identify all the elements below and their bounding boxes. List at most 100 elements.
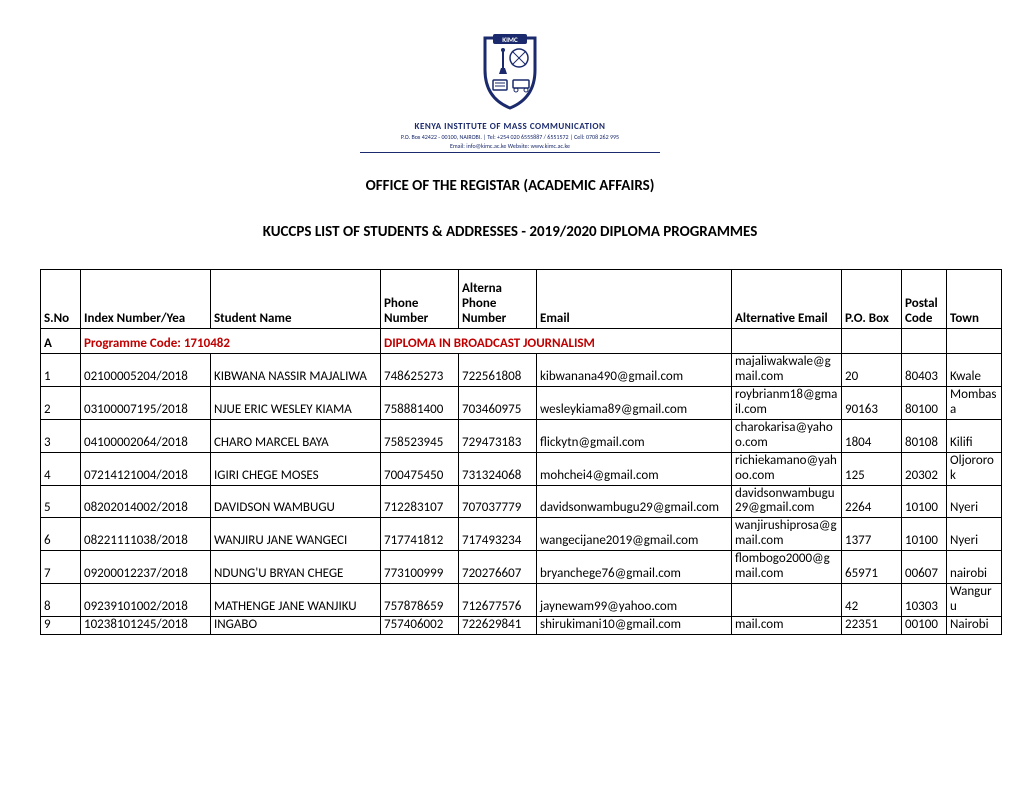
table-row: 102100005204/2018KIBWANA NASSIR MAJALIWA… [41,354,1002,387]
cell-index: 10238101245/2018 [81,617,211,635]
students-table: S.No Index Number/Yea Student Name Phone… [40,269,1002,635]
cell-email: bryanchege76@gmail.com [537,551,732,584]
programme-name: DIPLOMA IN BROADCAST JOURNALISM [381,329,732,354]
cell-pobox: 65971 [842,551,902,584]
cell-postal: 80100 [902,386,947,419]
cell-aemail: roybrianm18@gmail.com [732,386,842,419]
office-heading: OFFICE OF THE REGISTAR (ACADEMIC AFFAIRS… [40,177,980,195]
cell-index: 07214121004/2018 [81,452,211,485]
col-town: Town [947,270,1002,329]
cell-altphone: 717493234 [459,518,537,551]
table-row: 809239101002/2018MATHENGE JANE WANJIKU75… [41,584,1002,617]
cell-name: CHARO MARCEL BAYA [211,419,381,452]
cell-index: 09239101002/2018 [81,584,211,617]
programme-section-row: A Programme Code: 1710482 DIPLOMA IN BRO… [41,329,1002,354]
svg-text:KIMC: KIMC [502,35,518,44]
cell-altphone: 722561808 [459,354,537,387]
cell-index: 03100007195/2018 [81,386,211,419]
cell-altphone: 731324068 [459,452,537,485]
cell-email: davidsonwambugu29@gmail.com [537,485,732,518]
cell-sno: 1 [41,354,81,387]
table-row: 910238101245/2018INGABO75740600272262984… [41,617,1002,635]
cell-sno: 5 [41,485,81,518]
cell-postal: 00607 [902,551,947,584]
cell-pobox: 1804 [842,419,902,452]
cell-town: Nyeri [947,518,1002,551]
cell-altphone: 707037779 [459,485,537,518]
cell-aemail: davidsonwambugu29@gmail.com [732,485,842,518]
cell-name: MATHENGE JANE WANJIKU [211,584,381,617]
cell-name: NDUNG'U BRYAN CHEGE [211,551,381,584]
col-aemail: Alternative Email [732,270,842,329]
cell-postal: 80108 [902,419,947,452]
col-index: Index Number/Yea [81,270,211,329]
cell-postal: 20302 [902,452,947,485]
cell-email: mohchei4@gmail.com [537,452,732,485]
cell-index: 08202014002/2018 [81,485,211,518]
col-email: Email [537,270,732,329]
cell-index: 09200012237/2018 [81,551,211,584]
cell-name: INGABO [211,617,381,635]
cell-sno: 3 [41,419,81,452]
table-row: 203100007195/2018NJUE ERIC WESLEY KIAMA7… [41,386,1002,419]
list-heading: KUCCPS LIST OF STUDENTS & ADDRESSES - 20… [40,223,980,241]
cell-aemail: flombogo2000@gmail.com [732,551,842,584]
cell-phone: 773100999 [381,551,459,584]
table-header-row: S.No Index Number/Yea Student Name Phone… [41,270,1002,329]
cell-name: KIBWANA NASSIR MAJALIWA [211,354,381,387]
cell-phone: 712283107 [381,485,459,518]
cell-phone: 748625273 [381,354,459,387]
cell-name: IGIRI CHEGE MOSES [211,452,381,485]
cell-aemail: charokarisa@yahoo.com [732,419,842,452]
cell-phone: 757406002 [381,617,459,635]
cell-postal: 00100 [902,617,947,635]
institution-name: KENYA INSTITUTE OF MASS COMMUNICATION [40,121,980,132]
cell-email: kibwanana490@gmail.com [537,354,732,387]
cell-email: flickytn@gmail.com [537,419,732,452]
cell-town: Kilifi [947,419,1002,452]
cell-sno: 8 [41,584,81,617]
cell-aemail: richiekamano@yahoo.com [732,452,842,485]
cell-name: WANJIRU JANE WANGECI [211,518,381,551]
table-row: 608221111038/2018WANJIRU JANE WANGECI717… [41,518,1002,551]
cell-phone: 758523945 [381,419,459,452]
col-phone: Phone Number [381,270,459,329]
col-sno: S.No [41,270,81,329]
cell-email: jaynewam99@yahoo.com [537,584,732,617]
cell-pobox: 90163 [842,386,902,419]
cell-index: 04100002064/2018 [81,419,211,452]
cell-name: DAVIDSON WAMBUGU [211,485,381,518]
cell-email: shirukimani10@gmail.com [537,617,732,635]
cell-town: Mombasa [947,386,1002,419]
table-row: 508202014002/2018DAVIDSON WAMBUGU7122831… [41,485,1002,518]
institution-logo: KIMC [475,30,545,115]
col-postal: Postal Code [902,270,947,329]
cell-aemail: mail.com [732,617,842,635]
col-pobox: P.O. Box [842,270,902,329]
cell-name: NJUE ERIC WESLEY KIAMA [211,386,381,419]
programme-code: Programme Code: 1710482 [81,329,381,354]
cell-town: Nyeri [947,485,1002,518]
cell-aemail [732,584,842,617]
cell-pobox: 2264 [842,485,902,518]
col-name: Student Name [211,270,381,329]
cell-pobox: 22351 [842,617,902,635]
table-row: 407214121004/2018IGIRI CHEGE MOSES700475… [41,452,1002,485]
cell-pobox: 42 [842,584,902,617]
cell-phone: 717741812 [381,518,459,551]
cell-postal: 10303 [902,584,947,617]
table-row: 304100002064/2018CHARO MARCEL BAYA758523… [41,419,1002,452]
cell-town: nairobi [947,551,1002,584]
cell-town: Oljororok [947,452,1002,485]
cell-index: 08221111038/2018 [81,518,211,551]
cell-sno: 9 [41,617,81,635]
document-page: KIMC KENYA INSTITUTE OF MASS COMMUNICATI… [0,0,1020,635]
cell-aemail: majaliwakwale@gmail.com [732,354,842,387]
cell-town: Kwale [947,354,1002,387]
cell-sno: 6 [41,518,81,551]
cell-altphone: 729473183 [459,419,537,452]
cell-phone: 758881400 [381,386,459,419]
cell-sno: 7 [41,551,81,584]
cell-email: wesleykiama89@gmail.com [537,386,732,419]
col-altphone: Alterna Phone Number [459,270,537,329]
